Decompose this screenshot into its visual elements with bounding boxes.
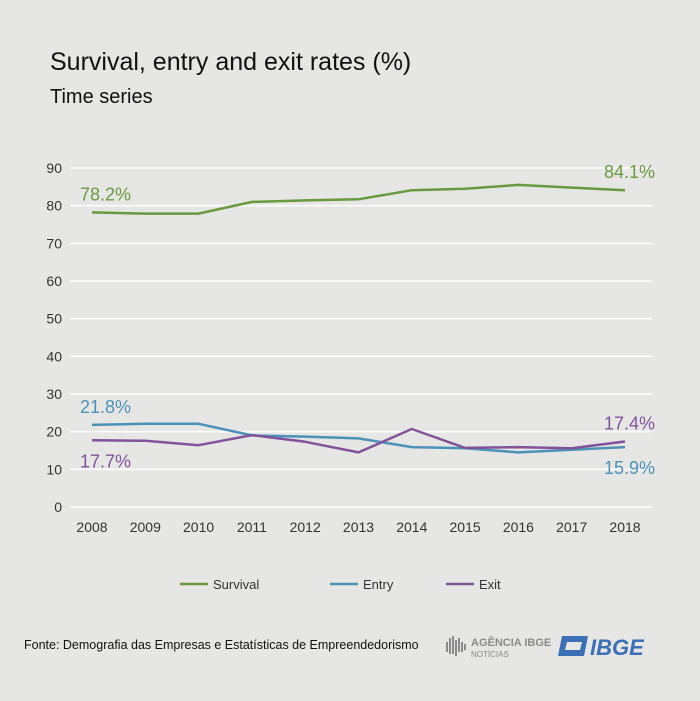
data-label: 17.4% <box>604 413 655 433</box>
y-tick-label: 20 <box>46 424 62 440</box>
svg-text:NOTÍCIAS: NOTÍCIAS <box>471 650 509 659</box>
data-label: 15.9% <box>604 458 655 478</box>
x-tick-label: 2018 <box>609 519 640 535</box>
x-tick-label: 2013 <box>343 519 374 535</box>
y-tick-label: 40 <box>46 348 62 364</box>
series-lines <box>91 183 626 454</box>
x-tick-label: 2014 <box>396 519 427 535</box>
x-tick-label: 2011 <box>237 519 267 535</box>
gridlines <box>70 167 652 508</box>
y-tick-label: 10 <box>46 461 62 477</box>
chart-subtitle: Time series <box>50 86 153 108</box>
source-note: Fonte: Demografia das Empresas e Estatís… <box>24 638 419 652</box>
y-tick-label: 0 <box>54 499 62 515</box>
y-tick-label: 60 <box>46 273 62 289</box>
data-label: 21.8% <box>80 397 131 417</box>
y-tick-label: 70 <box>46 235 62 251</box>
y-tick-label: 80 <box>46 198 62 214</box>
legend-label-entry: Entry <box>363 577 394 592</box>
x-tick-label: 2008 <box>76 519 107 535</box>
data-label: 17.7% <box>80 451 131 471</box>
ibge-logo: IBGE <box>558 635 645 660</box>
y-tick-label: 50 <box>46 311 62 327</box>
chart-title: Survival, entry and exit rates (%) <box>50 48 412 76</box>
legend-label-survival: Survival <box>213 577 259 592</box>
x-tick-label: 2009 <box>130 519 161 535</box>
y-tick-label: 30 <box>46 386 62 402</box>
x-tick-label: 2017 <box>556 519 587 535</box>
x-tick-label: 2015 <box>450 519 481 535</box>
data-label: 84.1% <box>604 162 655 182</box>
y-axis-ticks: 0 10 20 30 40 50 60 70 80 90 <box>46 160 62 515</box>
svg-text:AGÊNCIA IBGE: AGÊNCIA IBGE <box>471 636 551 649</box>
y-tick-label: 90 <box>46 160 62 176</box>
legend-label-exit: Exit <box>479 577 501 592</box>
data-labels: 78.2% 84.1% 21.8% 15.9% 17.7% 17.4% <box>80 162 655 478</box>
data-label: 78.2% <box>80 184 131 204</box>
legend: Survival Entry Exit <box>180 577 501 592</box>
x-tick-label: 2016 <box>503 519 534 535</box>
series-line-entry <box>91 422 626 454</box>
series-line-exit <box>91 427 626 454</box>
agencia-ibge-logo: AGÊNCIA IBGE NOTÍCIAS <box>446 636 551 659</box>
x-tick-label: 2010 <box>183 519 214 535</box>
x-tick-label: 2012 <box>290 519 321 535</box>
series-line-survival <box>91 183 626 215</box>
line-chart: 0 10 20 30 40 50 60 70 80 90 2008 2009 2010 2011 2012… <box>46 160 655 592</box>
x-axis-ticks: 2008 2009 2010 2011 2012 2013 2014 2015 2016 2017… <box>76 519 640 535</box>
svg-text:IBGE: IBGE <box>590 635 645 660</box>
